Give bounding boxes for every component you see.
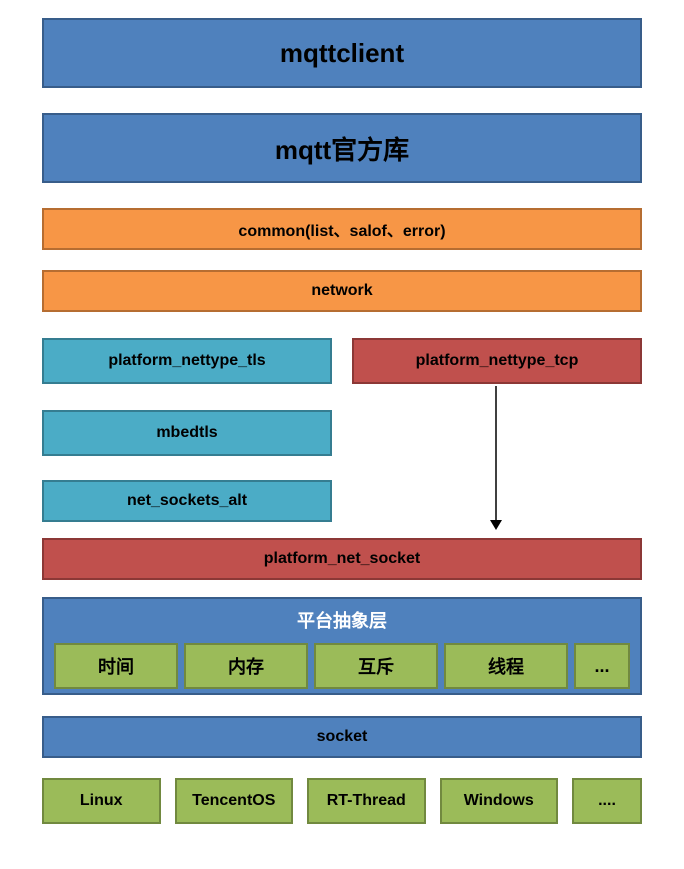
- layer-nettype-tcp: platform_nettype_tcp: [352, 338, 642, 384]
- pal-title: 平台抽象层: [44, 599, 640, 643]
- pal-item: 互斥: [314, 643, 438, 689]
- layer-label: network: [311, 282, 372, 300]
- pal-item: 内存: [184, 643, 308, 689]
- pal-item: 线程: [444, 643, 568, 689]
- os-item: Linux: [42, 778, 161, 824]
- layer-label: mqttclient: [280, 38, 404, 69]
- pal-item: 时间: [54, 643, 178, 689]
- pal-container: 平台抽象层 时间内存互斥线程...: [42, 597, 642, 695]
- layer-net-socket: platform_net_socket: [42, 538, 642, 580]
- layer-label: mbedtls: [156, 424, 217, 442]
- arrow-tcp-to-socket: [486, 384, 506, 542]
- os-row: Linux TencentOS RT-Thread Windows....: [42, 778, 642, 824]
- os-item: ....: [572, 778, 642, 824]
- layer-mbedtls: mbedtls: [42, 410, 332, 456]
- layer-label: platform_nettype_tcp: [416, 352, 579, 370]
- layer-common: common(list、salof、error): [42, 208, 642, 250]
- layer-network: network: [42, 270, 642, 312]
- layer-net-sockets-alt: net_sockets_alt: [42, 480, 332, 522]
- layer-label: platform_net_socket: [264, 550, 421, 568]
- os-item: RT-Thread: [307, 778, 426, 824]
- layer-label: socket: [317, 728, 368, 746]
- layer-label: common(list、salof、error): [238, 217, 445, 241]
- pal-item: ...: [574, 643, 630, 689]
- pal-inner-row: 时间内存互斥线程...: [54, 643, 630, 689]
- os-item: Windows: [440, 778, 559, 824]
- layer-label: net_sockets_alt: [127, 492, 247, 510]
- layer-label: mqtt官方库: [275, 130, 409, 167]
- layer-label: platform_nettype_tls: [108, 352, 265, 370]
- os-item: TencentOS: [175, 778, 294, 824]
- layer-mqttclient: mqttclient: [42, 18, 642, 88]
- layer-nettype-tls: platform_nettype_tls: [42, 338, 332, 384]
- layer-socket: socket: [42, 716, 642, 758]
- layer-mqtt-official: mqtt官方库: [42, 113, 642, 183]
